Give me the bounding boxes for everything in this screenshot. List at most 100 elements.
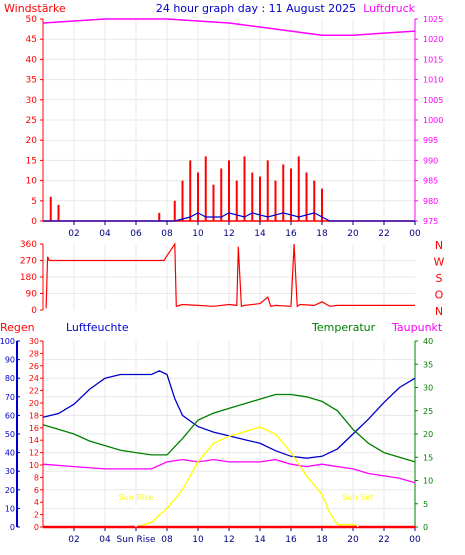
p3-x-tick-label: 22: [378, 535, 389, 545]
regen-tick-label: 30: [29, 337, 39, 346]
luftfeuchte-label: Luftfeuchte: [66, 321, 129, 334]
luftfeuchte-tick-label: 20: [5, 486, 15, 495]
p1-x-tick-label: 20: [347, 229, 359, 239]
luftdruck-tick-label: 1010: [423, 76, 443, 85]
luftdruck-tick-label: 995: [423, 136, 438, 145]
windstaerke-tick-label: 40: [26, 55, 38, 65]
luftfeuchte-tick-label: 10: [5, 504, 15, 513]
p1-x-tick-label: 14: [254, 229, 266, 239]
luftfeuchte-tick-label: 60: [5, 411, 15, 420]
humidity-line: [42, 370, 416, 459]
regen-label: Regen: [0, 321, 35, 334]
luftdruck-label: Luftdruck: [363, 2, 415, 15]
wind-mean-line: [43, 212, 415, 222]
sun-rise-annotation: Sun Rise: [119, 493, 154, 502]
windstaerke-tick-label: 45: [26, 35, 37, 45]
regen-tick-label: 14: [29, 436, 39, 445]
direction-tick-label: 180: [20, 273, 37, 283]
p1-x-tick-label: 18: [316, 229, 328, 239]
p3-x-tick-label: 02: [68, 535, 79, 545]
luftfeuchte-tick-label: 100: [0, 337, 15, 346]
temperatur-tick-label: 5: [423, 500, 428, 509]
regen-tick-label: 2: [34, 511, 39, 520]
temperatur-tick-label: 20: [423, 430, 433, 439]
p3-x-tick-label: 08: [161, 535, 173, 545]
p3-x-tick-label: 14: [254, 535, 266, 545]
regen-tick-label: 26: [29, 362, 39, 371]
p3-x-tick-label: Sun Rise: [117, 535, 156, 545]
luftfeuchte-tick-label: 80: [5, 374, 15, 383]
temperature-line: [42, 393, 416, 463]
p3-x-tick-label: 12: [223, 535, 234, 545]
p3-x-tick-label: 10: [192, 535, 204, 545]
wind-direction-line: [45, 242, 415, 309]
regen-tick-label: 12: [29, 449, 39, 458]
windstaerke-tick-label: 50: [26, 15, 38, 25]
luftfeuchte-tick-label: 50: [5, 430, 15, 439]
wind-pressure-panel: 0510152025303540455097598098599099510001…: [26, 15, 444, 239]
temperatur-tick-label: 40: [423, 337, 433, 346]
windstaerke-tick-label: 15: [26, 156, 37, 166]
p1-x-tick-label: 10: [192, 229, 204, 239]
taupunkt-label: Taupunkt: [391, 321, 443, 334]
luftdruck-tick-label: 980: [423, 197, 438, 206]
luftfeuchte-tick-label: 0: [10, 523, 15, 532]
luftfeuchte-tick-label: 70: [5, 393, 15, 402]
luftdruck-tick-label: 1020: [423, 35, 443, 44]
regen-tick-label: 6: [34, 486, 39, 495]
regen-tick-label: 10: [29, 461, 39, 470]
temperatur-tick-label: 15: [423, 453, 433, 462]
temperatur-tick-label: 0: [423, 523, 428, 532]
temperatur-tick-label: 10: [423, 477, 433, 486]
regen-tick-label: 0: [34, 523, 39, 532]
regen-tick-label: 28: [29, 349, 39, 358]
luftdruck-tick-label: 1025: [423, 15, 443, 24]
luftdruck-tick-label: 1005: [423, 96, 443, 105]
windstaerke-tick-label: 25: [26, 116, 37, 126]
p3-x-tick-label: 18: [316, 535, 328, 545]
compass-label: N: [435, 239, 443, 252]
p1-x-tick-label: 08: [161, 229, 173, 239]
sun-set-annotation: Sun Set: [342, 493, 373, 502]
windstaerke-tick-label: 10: [26, 177, 38, 187]
windstaerke-tick-label: 30: [26, 96, 38, 106]
windstaerke-tick-label: 5: [31, 197, 37, 207]
p3-x-tick-label: 04: [99, 535, 111, 545]
direction-tick-label: 0: [31, 306, 37, 316]
p1-x-tick-label: 04: [99, 229, 111, 239]
temperatur-tick-label: 35: [423, 360, 433, 369]
luftdruck-tick-label: 990: [423, 156, 438, 165]
chart-title: 24 hour graph day : 11 August 2025: [156, 2, 356, 15]
compass-label: W: [434, 256, 445, 269]
regen-tick-label: 18: [29, 411, 39, 420]
compass-label: N: [435, 305, 443, 318]
p1-x-tick-label: 00: [409, 229, 421, 239]
luftdruck-tick-label: 985: [423, 177, 438, 186]
windstaerke-tick-label: 0: [31, 217, 37, 227]
direction-tick-label: 360: [20, 240, 37, 250]
p3-x-tick-label: 16: [285, 535, 297, 545]
direction-tick-label: 270: [20, 257, 37, 267]
luftfeuchte-tick-label: 40: [5, 449, 15, 458]
p3-x-tick-label: 20: [347, 535, 359, 545]
direction-tick-label: 90: [26, 290, 38, 300]
regen-tick-label: 16: [29, 424, 39, 433]
regen-tick-label: 24: [29, 374, 39, 383]
p1-x-tick-label: 02: [68, 229, 79, 239]
solar-line: [43, 426, 415, 528]
temperatur-label: Temperatur: [311, 321, 376, 334]
p1-x-tick-label: 06: [130, 229, 142, 239]
windstaerke-label: Windstärke: [4, 2, 66, 15]
temperatur-tick-label: 30: [423, 384, 433, 393]
windstaerke-tick-label: 35: [26, 76, 37, 86]
p1-x-tick-label: 12: [223, 229, 234, 239]
compass-label: S: [436, 272, 443, 285]
p3-x-tick-label: 00: [409, 535, 421, 545]
luftdruck-tick-label: 1000: [423, 116, 443, 125]
luftdruck-tick-label: 1015: [423, 55, 443, 64]
p1-x-tick-label: 22: [378, 229, 389, 239]
regen-tick-label: 8: [34, 473, 39, 482]
temperatur-tick-label: 25: [423, 407, 433, 416]
